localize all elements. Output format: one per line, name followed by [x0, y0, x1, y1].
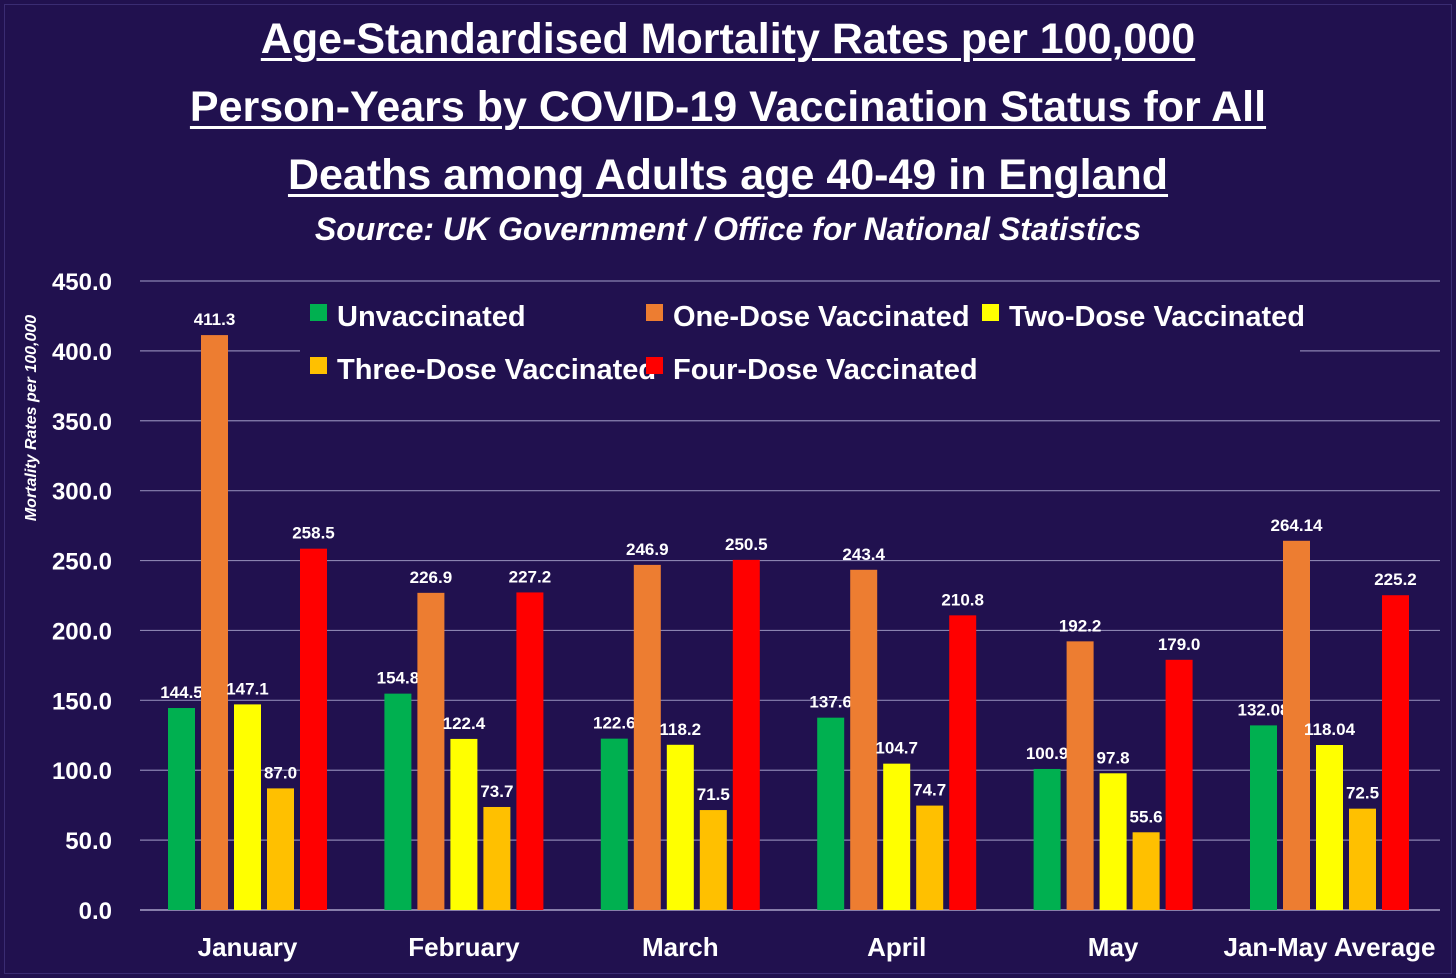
data-label: 132.08 — [1238, 700, 1290, 719]
y-tick-label: 450.0 — [52, 269, 112, 296]
data-label: 118.04 — [1304, 720, 1356, 739]
x-tick-label: Jan-May Average — [1224, 932, 1436, 962]
bar-5-4 — [1382, 595, 1409, 910]
chart-title-line-3: Deaths among Adults age 40-49 in England — [287, 151, 1169, 199]
bar-2-0 — [600, 738, 628, 910]
bar-0-3 — [267, 788, 294, 910]
data-label: 122.6 — [593, 714, 636, 733]
data-label: 264.14 — [1271, 516, 1324, 535]
bar-3-0 — [817, 717, 845, 910]
chart-title-line-2: Person-Years by COVID-19 Vaccination Sta… — [189, 83, 1267, 131]
bar-0-2 — [234, 704, 261, 910]
bar-4-3 — [1132, 832, 1160, 910]
data-label: 73.7 — [480, 782, 513, 801]
legend-label-3: Three-Dose Vaccinated — [337, 354, 656, 386]
legend-background — [300, 290, 1300, 390]
bar-1-0 — [384, 693, 412, 910]
y-tick-label: 150.0 — [52, 688, 112, 715]
bar-5-3 — [1349, 808, 1376, 910]
bar-3-3 — [916, 805, 944, 910]
y-tick-label: 100.0 — [52, 758, 112, 785]
data-label: 144.5 — [160, 683, 203, 702]
legend-swatch-4 — [646, 357, 663, 374]
data-label: 411.3 — [194, 310, 236, 329]
data-label: 74.7 — [913, 781, 946, 800]
data-label: 227.2 — [509, 567, 552, 586]
data-label: 210.8 — [941, 590, 984, 609]
bar-4-1 — [1066, 641, 1094, 910]
legend-swatch-1 — [646, 304, 663, 321]
data-label: 100.9 — [1026, 744, 1069, 763]
y-tick-label: 50.0 — [65, 828, 112, 855]
bar-5-0 — [1250, 725, 1277, 910]
legend-label-1: One-Dose Vaccinated — [673, 301, 970, 333]
chart-frame — [4, 4, 1452, 974]
x-tick-label: May — [1088, 932, 1139, 962]
chart-title-line-1: Age-Standardised Mortality Rates per 100… — [260, 15, 1196, 63]
bar-3-1 — [850, 569, 878, 910]
data-label: 72.5 — [1346, 784, 1379, 803]
bar-0-1 — [201, 335, 228, 910]
bar-2-4 — [732, 559, 760, 910]
data-label: 226.9 — [410, 568, 453, 587]
legend-label-0: Unvaccinated — [337, 301, 526, 333]
bar-2-1 — [633, 564, 661, 910]
bar-5-2 — [1316, 745, 1343, 910]
data-label: 243.4 — [842, 545, 885, 564]
data-label: 97.8 — [1097, 748, 1130, 767]
y-tick-label: 350.0 — [52, 409, 112, 436]
data-label: 246.9 — [626, 540, 669, 559]
data-label: 179.0 — [1158, 635, 1201, 654]
data-label: 147.1 — [226, 679, 269, 698]
legend-swatch-0 — [310, 304, 327, 321]
data-label: 122.4 — [443, 714, 486, 733]
bar-5-1 — [1283, 540, 1310, 910]
bar-3-2 — [883, 763, 911, 910]
x-tick-label: March — [642, 932, 719, 962]
data-label: 250.5 — [725, 535, 768, 554]
bar-2-3 — [699, 810, 727, 910]
chart-subtitle: Source: UK Government / Office for Natio… — [314, 211, 1142, 247]
y-axis-label: Mortality Rates per 100,000 — [23, 315, 40, 521]
data-label: 258.5 — [292, 524, 335, 543]
data-label: 225.2 — [1374, 570, 1417, 589]
x-tick-label: January — [198, 932, 298, 962]
bar-4-2 — [1099, 773, 1127, 910]
bar-0-4 — [300, 548, 327, 910]
y-tick-label: 200.0 — [52, 618, 112, 645]
data-label: 192.2 — [1059, 616, 1102, 635]
bar-3-4 — [949, 615, 977, 910]
data-label: 87.0 — [264, 763, 297, 782]
bar-0-0 — [168, 708, 195, 910]
legend-label-4: Four-Dose Vaccinated — [673, 354, 978, 386]
bar-1-3 — [483, 806, 511, 910]
bar-4-0 — [1033, 768, 1061, 910]
bar-2-2 — [666, 744, 694, 910]
legend-label-2: Two-Dose Vaccinated — [1009, 301, 1305, 333]
data-label: 137.6 — [809, 693, 852, 712]
data-label: 118.2 — [659, 720, 701, 739]
legend-swatch-2 — [982, 304, 999, 321]
bar-1-2 — [450, 738, 478, 910]
y-tick-label: 250.0 — [52, 549, 112, 576]
bar-1-1 — [417, 592, 445, 910]
chart-title: Age-Standardised Mortality Rates per 100… — [0, 14, 1456, 218]
legend-swatch-3 — [310, 357, 327, 374]
y-tick-label: 0.0 — [79, 898, 112, 925]
y-tick-label: 400.0 — [52, 339, 112, 366]
x-tick-label: April — [867, 932, 926, 962]
bar-4-4 — [1165, 659, 1193, 910]
bar-1-4 — [516, 592, 544, 910]
data-label: 55.6 — [1130, 807, 1163, 826]
data-label: 154.8 — [377, 669, 420, 688]
y-tick-label: 300.0 — [52, 479, 112, 506]
data-label: 104.7 — [875, 739, 918, 758]
data-label: 71.5 — [697, 785, 730, 804]
x-tick-label: February — [408, 932, 520, 962]
